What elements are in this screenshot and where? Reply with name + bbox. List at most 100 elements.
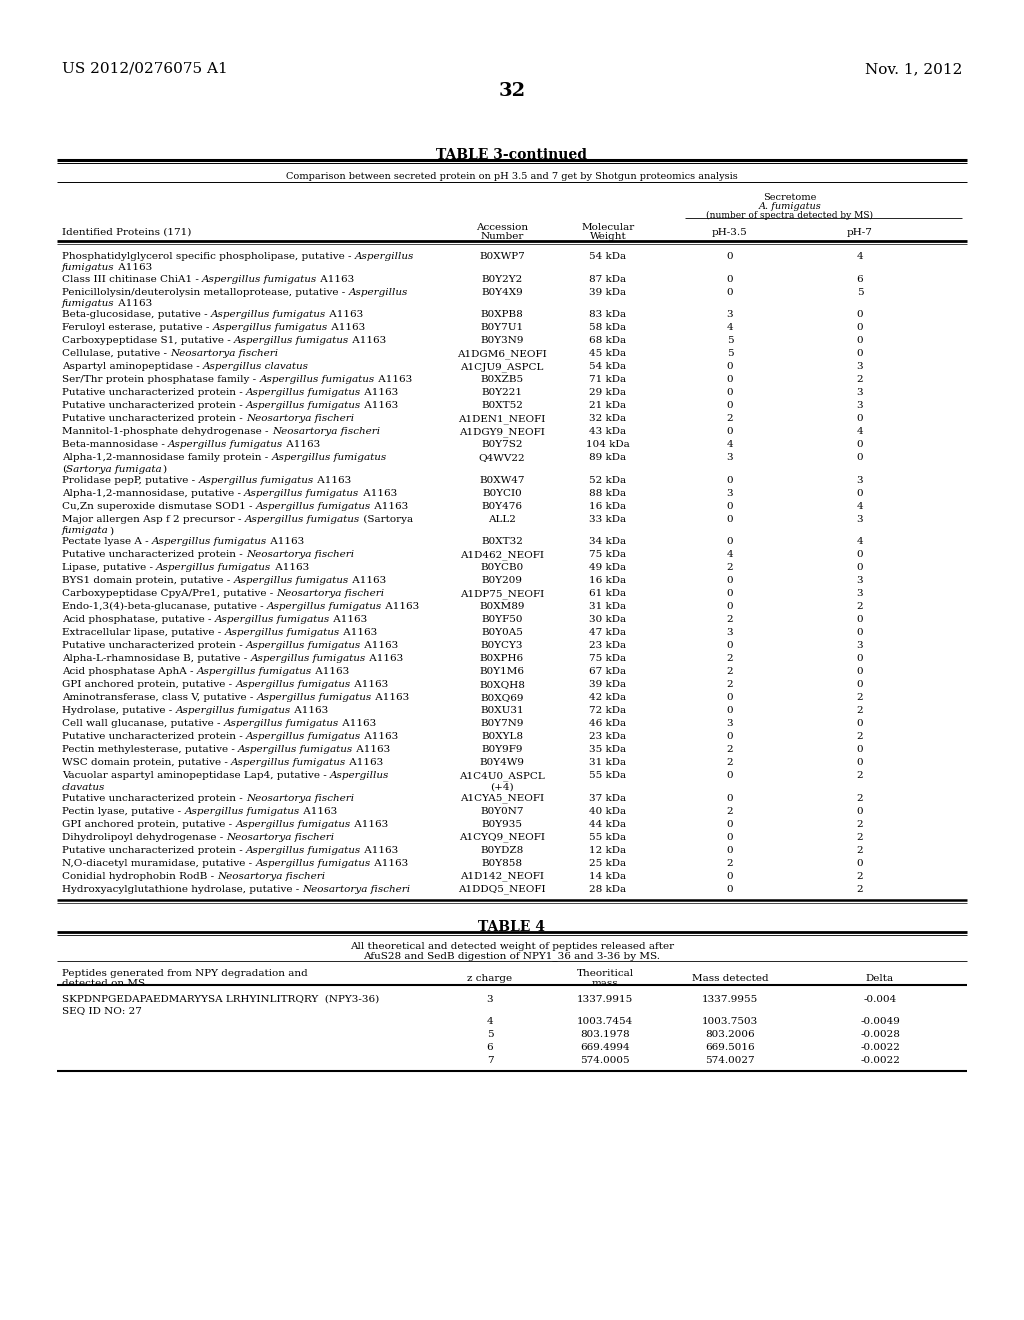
Text: Pectate lyase A -: Pectate lyase A - — [62, 537, 152, 546]
Text: B0Y4X9: B0Y4X9 — [481, 288, 523, 297]
Text: 0: 0 — [727, 589, 733, 598]
Text: 83 kDa: 83 kDa — [590, 310, 627, 319]
Text: Endo-1,3(4)-beta-glucanase, putative -: Endo-1,3(4)-beta-glucanase, putative - — [62, 602, 267, 611]
Text: A1163: A1163 — [349, 337, 386, 345]
Text: B0XQH8: B0XQH8 — [479, 680, 525, 689]
Text: Aspergillus fumigatus: Aspergillus fumigatus — [267, 602, 382, 611]
Text: 45 kDa: 45 kDa — [590, 348, 627, 358]
Text: 104 kDa: 104 kDa — [586, 440, 630, 449]
Text: A1163: A1163 — [359, 488, 396, 498]
Text: 55 kDa: 55 kDa — [590, 771, 627, 780]
Text: A1D142_NEOFI: A1D142_NEOFI — [460, 871, 544, 882]
Text: 0: 0 — [727, 362, 733, 371]
Text: 0: 0 — [727, 288, 733, 297]
Text: Putative uncharacterized protein -: Putative uncharacterized protein - — [62, 550, 246, 560]
Text: Cellulase, putative -: Cellulase, putative - — [62, 348, 170, 358]
Text: 3: 3 — [857, 475, 863, 484]
Text: A1163: A1163 — [361, 733, 398, 742]
Text: Phosphatidylglycerol specific phospholipase, putative -: Phosphatidylglycerol specific phospholip… — [62, 252, 354, 261]
Text: Neosartorya fischeri: Neosartorya fischeri — [246, 550, 354, 560]
Text: Beta-mannosidase -: Beta-mannosidase - — [62, 440, 168, 449]
Text: Aspergillus fumigatus: Aspergillus fumigatus — [234, 337, 349, 345]
Text: 0: 0 — [857, 758, 863, 767]
Text: Accession: Accession — [476, 223, 528, 232]
Text: 2: 2 — [727, 680, 733, 689]
Text: 0: 0 — [857, 859, 863, 867]
Text: 14 kDa: 14 kDa — [590, 871, 627, 880]
Text: 6: 6 — [857, 275, 863, 284]
Text: Q4WV22: Q4WV22 — [478, 453, 525, 462]
Text: 3: 3 — [727, 488, 733, 498]
Text: 55 kDa: 55 kDa — [590, 833, 627, 842]
Text: B0Y0N7: B0Y0N7 — [480, 807, 523, 816]
Text: 1003.7503: 1003.7503 — [701, 1016, 758, 1026]
Text: 0: 0 — [857, 680, 863, 689]
Text: 0: 0 — [727, 502, 733, 511]
Text: Aspergillus fumigatus: Aspergillus fumigatus — [245, 488, 359, 498]
Text: (: ( — [62, 465, 67, 474]
Text: 4: 4 — [727, 550, 733, 560]
Text: A1163: A1163 — [300, 807, 337, 816]
Text: Alpha-1,2-mannosidase, putative -: Alpha-1,2-mannosidase, putative - — [62, 488, 245, 498]
Text: A1163: A1163 — [291, 706, 328, 715]
Text: 89 kDa: 89 kDa — [590, 453, 627, 462]
Text: ): ) — [162, 465, 166, 474]
Text: 0: 0 — [857, 348, 863, 358]
Text: A1DGY9_NEOFI: A1DGY9_NEOFI — [459, 428, 545, 437]
Text: B0XM89: B0XM89 — [479, 602, 524, 611]
Text: 23 kDa: 23 kDa — [590, 642, 627, 651]
Text: Aspergillus fumigatus: Aspergillus fumigatus — [152, 537, 267, 546]
Text: 0: 0 — [857, 667, 863, 676]
Text: 0: 0 — [727, 428, 733, 436]
Text: 5: 5 — [727, 348, 733, 358]
Text: A1163: A1163 — [346, 758, 384, 767]
Text: -0.0022: -0.0022 — [860, 1056, 900, 1065]
Text: Aspergillus fumigatus: Aspergillus fumigatus — [251, 655, 366, 663]
Text: 2: 2 — [857, 602, 863, 611]
Text: AfuS28 and SedB digestion of NPY1_36 and 3-36 by MS.: AfuS28 and SedB digestion of NPY1_36 and… — [364, 952, 660, 961]
Text: A1163: A1163 — [371, 859, 408, 867]
Text: 0: 0 — [727, 475, 733, 484]
Text: 0: 0 — [727, 833, 733, 842]
Text: 3: 3 — [857, 642, 863, 651]
Text: 37 kDa: 37 kDa — [590, 793, 627, 803]
Text: B0Y4W9: B0Y4W9 — [479, 758, 524, 767]
Text: 21 kDa: 21 kDa — [590, 401, 627, 411]
Text: 0: 0 — [727, 537, 733, 546]
Text: 4: 4 — [727, 323, 733, 333]
Text: 3: 3 — [857, 388, 863, 397]
Text: Neosartorya fischeri: Neosartorya fischeri — [276, 589, 385, 598]
Text: (number of spectra detected by MS): (number of spectra detected by MS) — [707, 211, 873, 220]
Text: Aspergillus fumigatus: Aspergillus fumigatus — [246, 401, 361, 411]
Text: Aspergillus fumigatus: Aspergillus fumigatus — [199, 475, 313, 484]
Text: 40 kDa: 40 kDa — [590, 807, 627, 816]
Text: Aspergillus fumigatus: Aspergillus fumigatus — [168, 440, 284, 449]
Text: Pectin lyase, putative -: Pectin lyase, putative - — [62, 807, 184, 816]
Text: Aspergillus fumigatus: Aspergillus fumigatus — [256, 502, 371, 511]
Text: 0: 0 — [727, 401, 733, 411]
Text: Aspergillus clavatus: Aspergillus clavatus — [203, 362, 309, 371]
Text: 574.0005: 574.0005 — [581, 1056, 630, 1065]
Text: 1337.9915: 1337.9915 — [577, 995, 633, 1003]
Text: 88 kDa: 88 kDa — [590, 488, 627, 498]
Text: clavatus: clavatus — [62, 783, 105, 792]
Text: Cu,Zn superoxide dismutase SOD1 -: Cu,Zn superoxide dismutase SOD1 - — [62, 502, 256, 511]
Text: 42 kDa: 42 kDa — [590, 693, 627, 702]
Text: 0: 0 — [727, 252, 733, 261]
Text: 5: 5 — [727, 337, 733, 345]
Text: -0.0049: -0.0049 — [860, 1016, 900, 1026]
Text: Aspergillus: Aspergillus — [354, 252, 414, 261]
Text: 2: 2 — [857, 693, 863, 702]
Text: B0Y9F9: B0Y9F9 — [481, 746, 522, 754]
Text: 35 kDa: 35 kDa — [590, 746, 627, 754]
Text: Extracellular lipase, putative -: Extracellular lipase, putative - — [62, 628, 224, 638]
Text: fumigata: fumigata — [62, 527, 109, 535]
Text: All theoretical and detected weight of peptides released after: All theoretical and detected weight of p… — [350, 941, 674, 950]
Text: Hydroxyacylglutathione hydrolase, putative -: Hydroxyacylglutathione hydrolase, putati… — [62, 884, 302, 894]
Text: 47 kDa: 47 kDa — [590, 628, 627, 638]
Text: A1163: A1163 — [361, 642, 398, 651]
Text: A1163: A1163 — [350, 820, 388, 829]
Text: Aspergillus fumigatus: Aspergillus fumigatus — [255, 859, 371, 867]
Text: 2: 2 — [727, 758, 733, 767]
Text: 0: 0 — [727, 771, 733, 780]
